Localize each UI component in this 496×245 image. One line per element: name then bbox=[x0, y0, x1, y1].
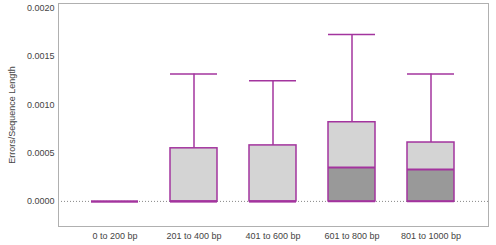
svg-text:201 to 400 bp: 201 to 400 bp bbox=[166, 231, 221, 241]
svg-text:0.0015: 0.0015 bbox=[27, 51, 55, 61]
svg-text:401 to 600 bp: 401 to 600 bp bbox=[245, 231, 300, 241]
svg-text:Errors/Sequence Length: Errors/Sequence Length bbox=[7, 66, 17, 164]
svg-text:0.0000: 0.0000 bbox=[27, 196, 55, 206]
svg-text:0 to 200 bp: 0 to 200 bp bbox=[92, 231, 137, 241]
svg-text:0.0005: 0.0005 bbox=[27, 148, 55, 158]
svg-text:0.0020: 0.0020 bbox=[27, 3, 55, 13]
svg-text:0.0010: 0.0010 bbox=[27, 100, 55, 110]
svg-text:801 to 1000 bp: 801 to 1000 bp bbox=[401, 231, 461, 241]
svg-text:601 to 800 bp: 601 to 800 bp bbox=[324, 231, 379, 241]
